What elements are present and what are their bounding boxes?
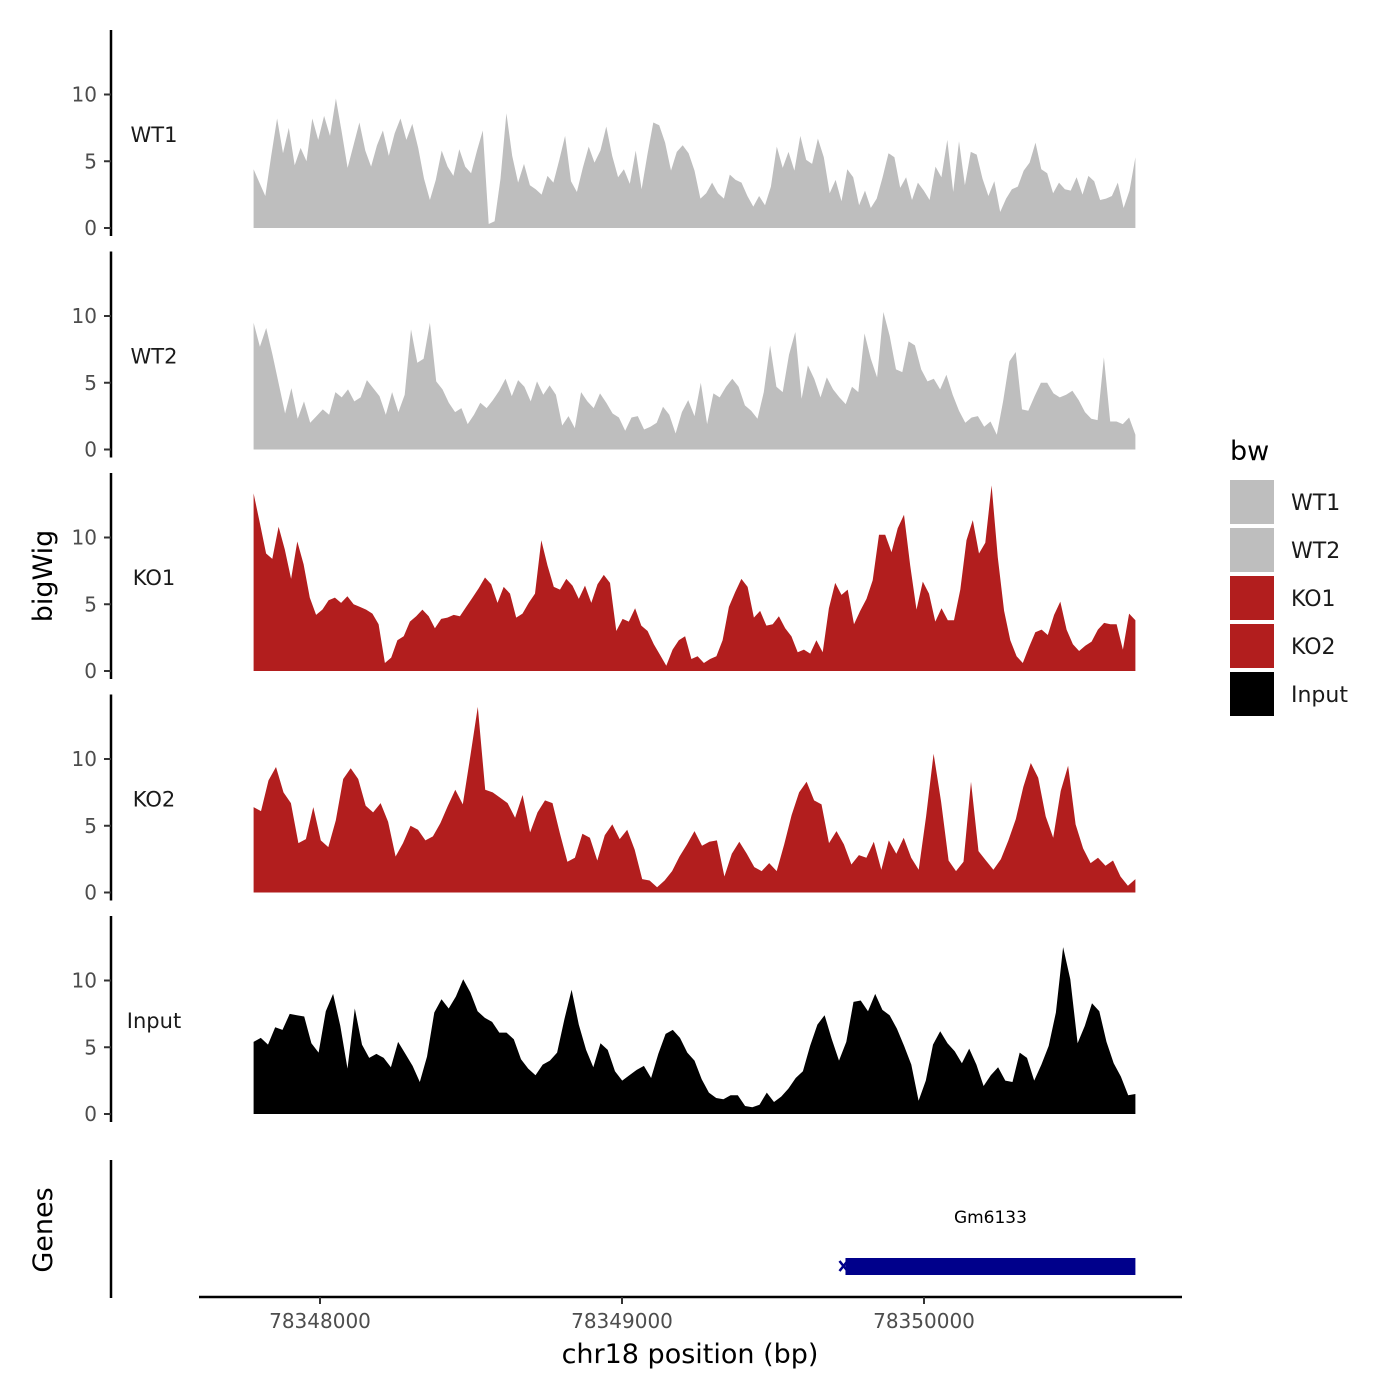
track-wt1: 0 5 10 WT1 (72, 30, 1136, 240)
genes-panel: Gm6133 (109, 1160, 1136, 1298)
legend-swatch (1230, 480, 1274, 524)
legend-swatch (1230, 528, 1274, 572)
x-axis-title: chr18 position (bp) (562, 1339, 819, 1370)
y-tick-label: 10 (72, 304, 97, 328)
legend-label: Input (1291, 683, 1348, 708)
legend-label: WT1 (1291, 491, 1340, 516)
y-tick-label: 10 (72, 83, 97, 107)
signal-area-ko1 (253, 485, 1136, 671)
legend-entry-input: Input (1230, 672, 1348, 716)
track-input: 0 5 10 Input (72, 916, 1136, 1126)
y-tick-label: 5 (84, 814, 97, 838)
legend-label: WT2 (1291, 539, 1340, 564)
strand-arrow-icon (838, 1260, 849, 1272)
x-tick-label: 78350000 (873, 1309, 975, 1333)
legend-swatch (1230, 672, 1274, 716)
legend-entry-wt2: WT2 (1230, 528, 1340, 572)
track-ko2: 0 5 10 KO2 (72, 694, 1136, 905)
legend-entry-wt1: WT1 (1230, 480, 1340, 524)
legend-title: bw (1230, 436, 1269, 467)
track-label: KO1 (133, 566, 176, 590)
genes-axis-title: Genes (28, 1187, 59, 1272)
gene-label: Gm6133 (954, 1208, 1027, 1228)
tracks-layer: 0 5 10 WT1 0 5 10 WT2 0 5 10 KO1 0 5 10 KO2 0 5 10 Input (72, 30, 1136, 1126)
y-tick-label: 10 (72, 747, 97, 771)
signal-area-ko2 (253, 706, 1136, 893)
legend-entry-ko2: KO2 (1230, 624, 1336, 668)
x-axis: 78348000 78349000 78350000 (199, 1295, 1182, 1333)
legend-swatch (1230, 576, 1274, 620)
track-label: KO2 (133, 788, 176, 812)
y-tick-label: 5 (84, 592, 97, 616)
signal-area-wt1 (253, 98, 1136, 228)
x-tick-label: 78349000 (571, 1309, 673, 1333)
gene-gm6133: Gm6133 (838, 1208, 1136, 1275)
y-tick-label: 10 (72, 969, 97, 993)
legend-label: KO1 (1291, 587, 1336, 612)
track-label: WT2 (131, 345, 178, 369)
x-tick-label: 78348000 (269, 1309, 371, 1333)
track-wt2: 0 5 10 WT2 (72, 251, 1136, 462)
y-tick-label: 0 (84, 438, 97, 462)
legend-swatch (1230, 624, 1274, 668)
track-label: Input (127, 1009, 181, 1033)
track-label: WT1 (131, 123, 178, 147)
legend-label: KO2 (1291, 635, 1336, 660)
y-tick-label: 5 (84, 1035, 97, 1059)
track-ko1: 0 5 10 KO1 (72, 473, 1136, 683)
y-tick-label: 0 (84, 216, 97, 240)
y-tick-label: 0 (84, 659, 97, 683)
y-tick-label: 10 (72, 526, 97, 550)
legend-entry-ko1: KO1 (1230, 576, 1336, 620)
y-tick-label: 5 (84, 371, 97, 395)
signal-area-wt2 (253, 312, 1136, 450)
gene-body (845, 1258, 1136, 1275)
y-axis-title: bigWig (28, 530, 59, 623)
legend: bw WT1 WT2 KO1 KO2 Input (1230, 436, 1348, 716)
y-tick-label: 5 (84, 149, 97, 173)
y-tick-label: 0 (84, 881, 97, 905)
signal-area-input (253, 947, 1136, 1114)
y-tick-label: 0 (84, 1102, 97, 1126)
